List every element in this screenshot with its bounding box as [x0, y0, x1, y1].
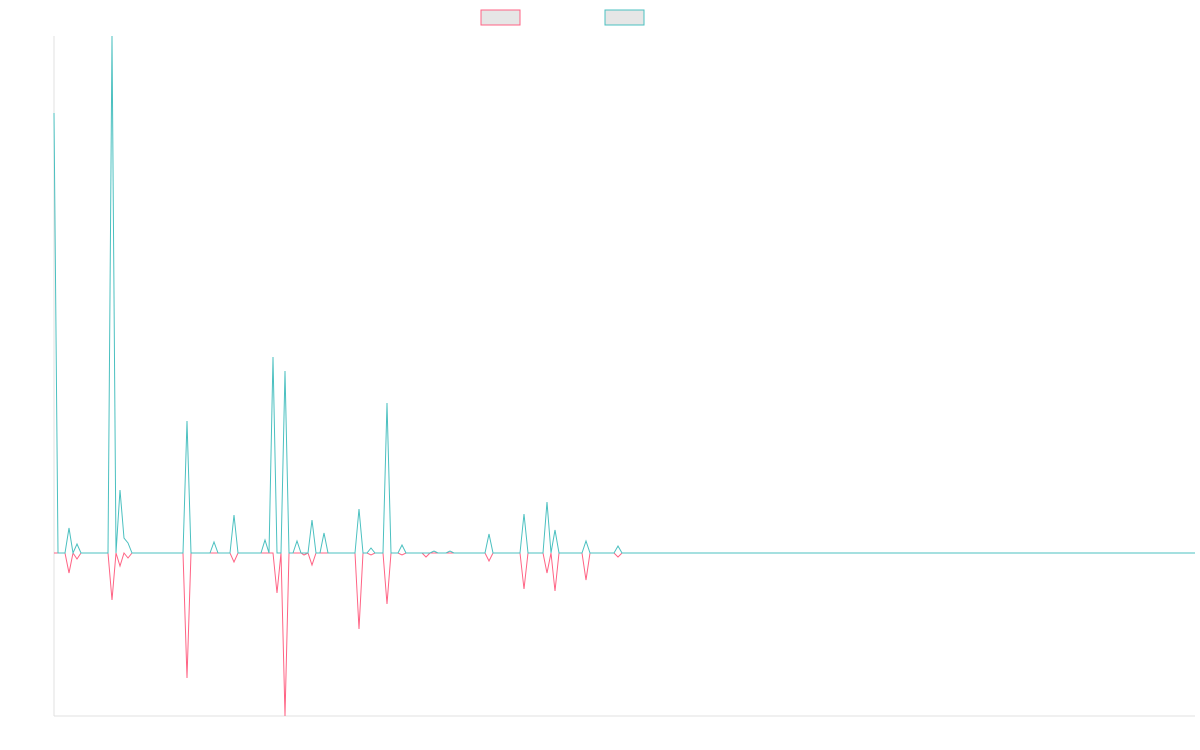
legend-swatch[interactable]	[480, 9, 521, 26]
series-line	[54, 551, 1195, 717]
series-line	[53, 35, 1195, 555]
legend-swatch[interactable]	[604, 9, 645, 26]
